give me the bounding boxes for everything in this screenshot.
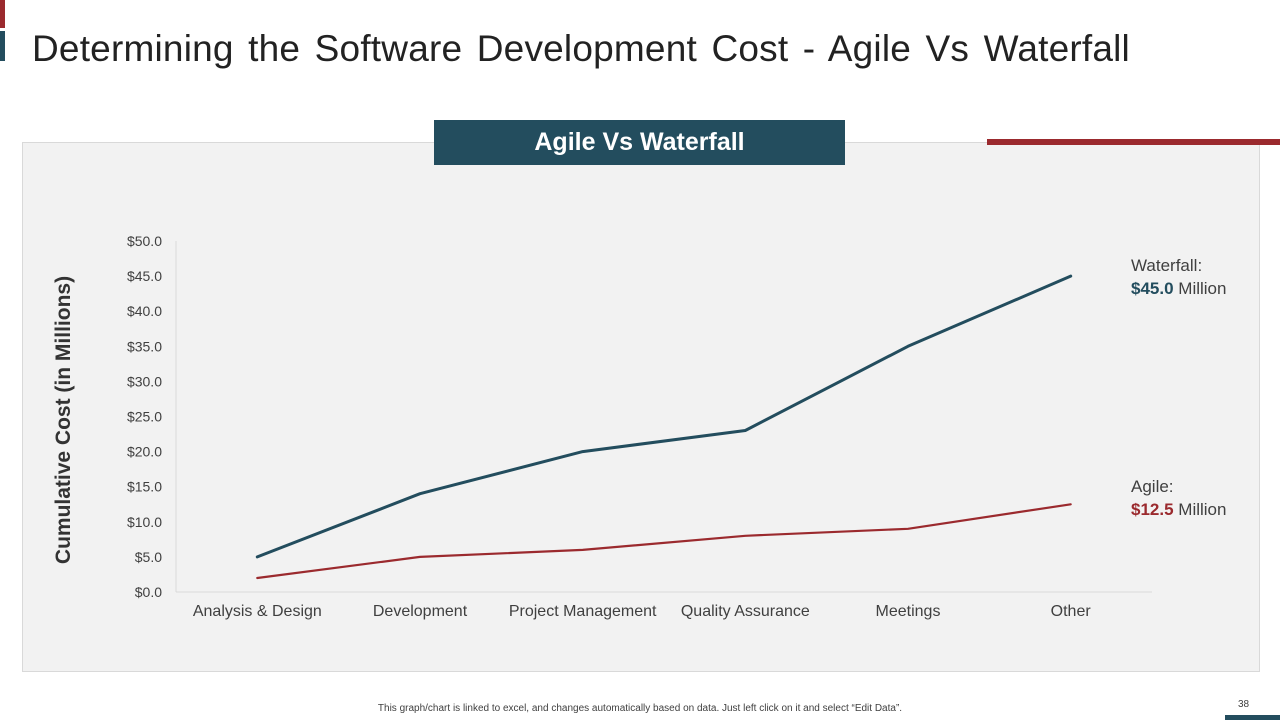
chart-title: Agile Vs Waterfall <box>434 120 845 165</box>
chart-panel[interactable] <box>22 142 1260 672</box>
y-tick-label: $35.0 <box>127 338 162 354</box>
agile-annotation-unit: Million <box>1178 500 1227 519</box>
waterfall-annotation-value-line: $45.0 Million <box>1131 277 1226 300</box>
y-axis-title: Cumulative Cost (in Millions) <box>52 275 75 565</box>
title-accent-teal <box>0 31 5 61</box>
decorative-red-rule <box>987 139 1280 145</box>
footnote: This graph/chart is linked to excel, and… <box>377 703 903 714</box>
page-title: Determining the Software Development Cos… <box>32 28 1130 69</box>
y-tick-label: $50.0 <box>127 233 162 249</box>
waterfall-annotation: Waterfall: $45.0 Million <box>1131 254 1226 300</box>
x-tick-label: Quality Assurance <box>681 603 810 620</box>
y-tick-label: $20.0 <box>127 444 162 460</box>
x-tick-label: Project Management <box>509 603 657 620</box>
title-accent-red <box>0 0 5 28</box>
y-tick-label: $30.0 <box>127 373 162 389</box>
x-tick-label: Meetings <box>876 603 941 620</box>
y-tick-label: $15.0 <box>127 479 162 495</box>
waterfall-series-line <box>255 274 1073 559</box>
x-tick-label: Development <box>373 603 468 620</box>
waterfall-annotation-unit: Million <box>1178 279 1227 298</box>
y-tick-label: $25.0 <box>127 409 162 425</box>
x-tick-label: Other <box>1051 603 1092 620</box>
agile-annotation-value: $12.5 <box>1131 500 1174 519</box>
y-tick-label: $5.0 <box>135 549 162 565</box>
y-tick-label: $40.0 <box>127 303 162 319</box>
x-tick-label: Analysis & Design <box>193 603 322 620</box>
y-tick-label: $10.0 <box>127 514 162 530</box>
agile-annotation: Agile: $12.5 Million <box>1131 475 1226 521</box>
y-tick-label: $45.0 <box>127 268 162 284</box>
y-tick-label: $0.0 <box>135 584 162 600</box>
agile-series-line <box>256 503 1072 580</box>
waterfall-annotation-value: $45.0 <box>1131 279 1174 298</box>
waterfall-annotation-label: Waterfall: <box>1131 256 1203 275</box>
agile-annotation-label: Agile: <box>1131 477 1174 496</box>
agile-annotation-value-line: $12.5 Million <box>1131 498 1226 521</box>
page-number: 38 <box>1238 699 1250 710</box>
page-number-bar <box>1225 715 1280 720</box>
